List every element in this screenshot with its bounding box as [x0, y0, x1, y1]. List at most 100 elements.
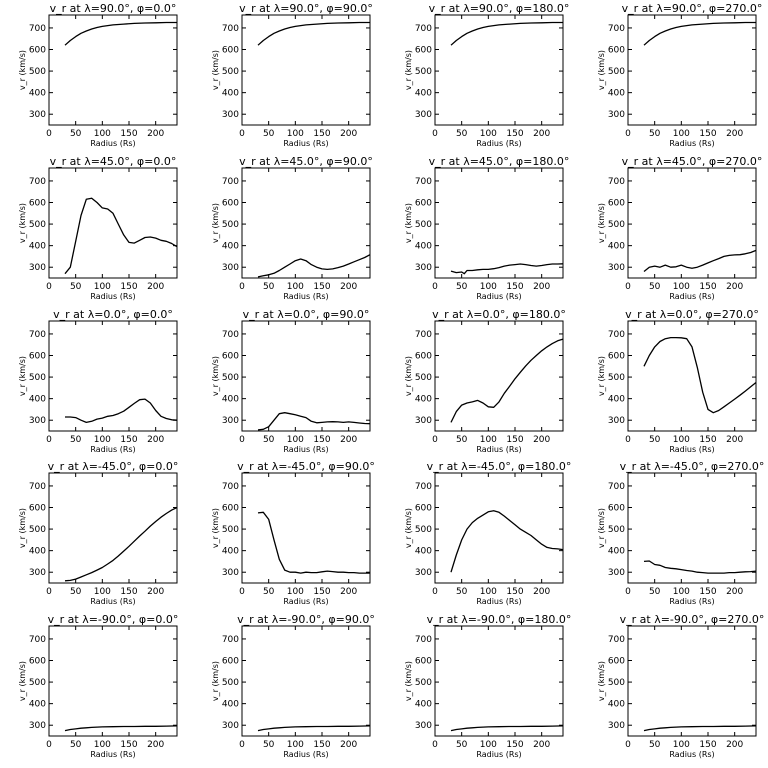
y-tick-label: 500 — [222, 525, 239, 535]
x-tick-label: 150 — [120, 435, 137, 445]
series-line — [450, 263, 564, 275]
series-line — [257, 725, 371, 732]
x-tick-label: 150 — [120, 282, 137, 292]
x-tick-label: 100 — [480, 282, 497, 292]
panel-title: v_r at λ=-45.0°, φ=0.0° — [48, 460, 179, 473]
x-axis-label: Radius (Rs) — [476, 750, 521, 759]
y-tick-label: 300 — [222, 568, 239, 578]
x-tick-label: 0 — [239, 435, 245, 445]
plot-frame — [434, 167, 564, 279]
plot-frame — [241, 472, 371, 584]
panel-title: v_r at λ=90.0°, φ=0.0° — [50, 2, 177, 15]
x-tick-label: 50 — [456, 435, 468, 445]
y-axis-label: v_r (km/s) — [597, 50, 606, 90]
x-axis-label: Radius (Rs) — [90, 292, 135, 301]
panel-title: v_r at λ=45.0°, φ=180.0° — [429, 155, 570, 168]
series-line — [450, 338, 564, 423]
plot-frame — [434, 320, 564, 432]
x-tick-label: 150 — [120, 587, 137, 597]
x-tick-label: 0 — [46, 282, 52, 292]
x-tick-label: 100 — [94, 587, 111, 597]
y-tick-label: 500 — [29, 67, 46, 77]
panel-1: v_r at λ=90.0°, φ=90.0° 0 50 100 150 200 300 40… — [211, 2, 373, 148]
x-axis-label: Radius (Rs) — [283, 445, 328, 454]
y-tick-label: 500 — [222, 67, 239, 77]
y-tick-label: 400 — [29, 700, 46, 710]
y-tick-label: 700 — [415, 635, 432, 645]
x-tick-label: 150 — [699, 435, 716, 445]
series-line — [64, 197, 178, 275]
plot-frame — [627, 625, 757, 737]
y-tick-label: 500 — [29, 373, 46, 383]
series-line — [64, 506, 178, 582]
y-tick-label: 400 — [29, 89, 46, 99]
x-tick-label: 0 — [432, 282, 438, 292]
y-tick-label: 500 — [222, 678, 239, 688]
panel-18: v_r at λ=-90.0°, φ=180.0° 0 50 100 150 200 300… — [404, 613, 571, 759]
panel-title: v_r at λ=-90.0°, φ=270.0° — [620, 613, 765, 626]
x-tick-label: 200 — [147, 435, 164, 445]
x-tick-label: 150 — [506, 435, 523, 445]
y-tick-label: 700 — [415, 177, 432, 187]
x-tick-label: 0 — [46, 740, 52, 750]
x-tick-label: 200 — [726, 740, 743, 750]
y-tick-label: 600 — [608, 504, 625, 514]
y-tick-label: 500 — [415, 373, 432, 383]
x-tick-label: 200 — [147, 129, 164, 139]
y-tick-label: 400 — [608, 547, 625, 557]
y-tick-label: 600 — [415, 46, 432, 56]
y-tick-label: 400 — [415, 89, 432, 99]
panel-9: v_r at λ=0.0°, φ=90.0° 0 50 100 150 200 300 400… — [211, 308, 371, 454]
y-tick-label: 500 — [415, 678, 432, 688]
plot-frame — [241, 625, 371, 737]
x-tick-label: 0 — [432, 129, 438, 139]
x-axis-label: Radius (Rs) — [90, 750, 135, 759]
x-tick-label: 150 — [313, 282, 330, 292]
x-tick-label: 0 — [625, 740, 631, 750]
x-tick-label: 0 — [432, 587, 438, 597]
x-tick-label: 150 — [506, 129, 523, 139]
x-axis-label: Radius (Rs) — [90, 445, 135, 454]
y-tick-label: 300 — [29, 263, 46, 273]
x-tick-label: 50 — [649, 435, 661, 445]
x-axis-label: Radius (Rs) — [669, 445, 714, 454]
panel-title: v_r at λ=45.0°, φ=270.0° — [622, 155, 763, 168]
y-axis-label: v_r (km/s) — [404, 203, 413, 243]
x-tick-label: 0 — [625, 587, 631, 597]
x-tick-label: 100 — [94, 129, 111, 139]
x-tick-label: 100 — [94, 435, 111, 445]
x-axis-label: Radius (Rs) — [476, 597, 521, 606]
y-axis-label: v_r (km/s) — [211, 50, 220, 90]
panel-3: v_r at λ=90.0°, φ=270.0° 0 50 100 150 200 300 4… — [597, 2, 762, 148]
y-axis-label: v_r (km/s) — [404, 356, 413, 396]
panel-2: v_r at λ=90.0°, φ=180.0° 0 50 100 150 200 300 4… — [404, 2, 569, 148]
y-tick-label: 300 — [222, 416, 239, 426]
y-tick-label: 500 — [608, 373, 625, 383]
plot-frame — [627, 320, 757, 432]
y-tick-label: 400 — [29, 395, 46, 405]
panel-13: v_r at λ=-45.0°, φ=90.0° 0 50 100 150 200 300 4… — [211, 460, 375, 606]
x-tick-label: 50 — [649, 740, 661, 750]
y-tick-label: 500 — [29, 220, 46, 230]
y-tick-label: 700 — [222, 330, 239, 340]
x-tick-label: 200 — [533, 435, 550, 445]
y-tick-label: 300 — [608, 263, 625, 273]
y-tick-label: 700 — [415, 24, 432, 34]
x-tick-label: 100 — [287, 129, 304, 139]
panel-0: v_r at λ=90.0°, φ=0.0° 0 50 100 150 200 300 400… — [18, 2, 178, 148]
y-tick-label: 500 — [608, 525, 625, 535]
y-tick-label: 300 — [415, 721, 432, 731]
x-tick-label: 200 — [340, 282, 357, 292]
y-tick-label: 600 — [608, 46, 625, 56]
y-tick-label: 400 — [415, 547, 432, 557]
x-tick-label: 150 — [699, 282, 716, 292]
x-tick-label: 150 — [506, 282, 523, 292]
y-tick-label: 400 — [415, 242, 432, 252]
x-tick-label: 100 — [94, 282, 111, 292]
y-tick-label: 300 — [29, 568, 46, 578]
panel-title: v_r at λ=-45.0°, φ=180.0° — [427, 460, 572, 473]
x-tick-label: 150 — [699, 740, 716, 750]
x-tick-label: 50 — [456, 282, 468, 292]
x-tick-label: 50 — [456, 740, 468, 750]
x-tick-label: 50 — [649, 282, 661, 292]
